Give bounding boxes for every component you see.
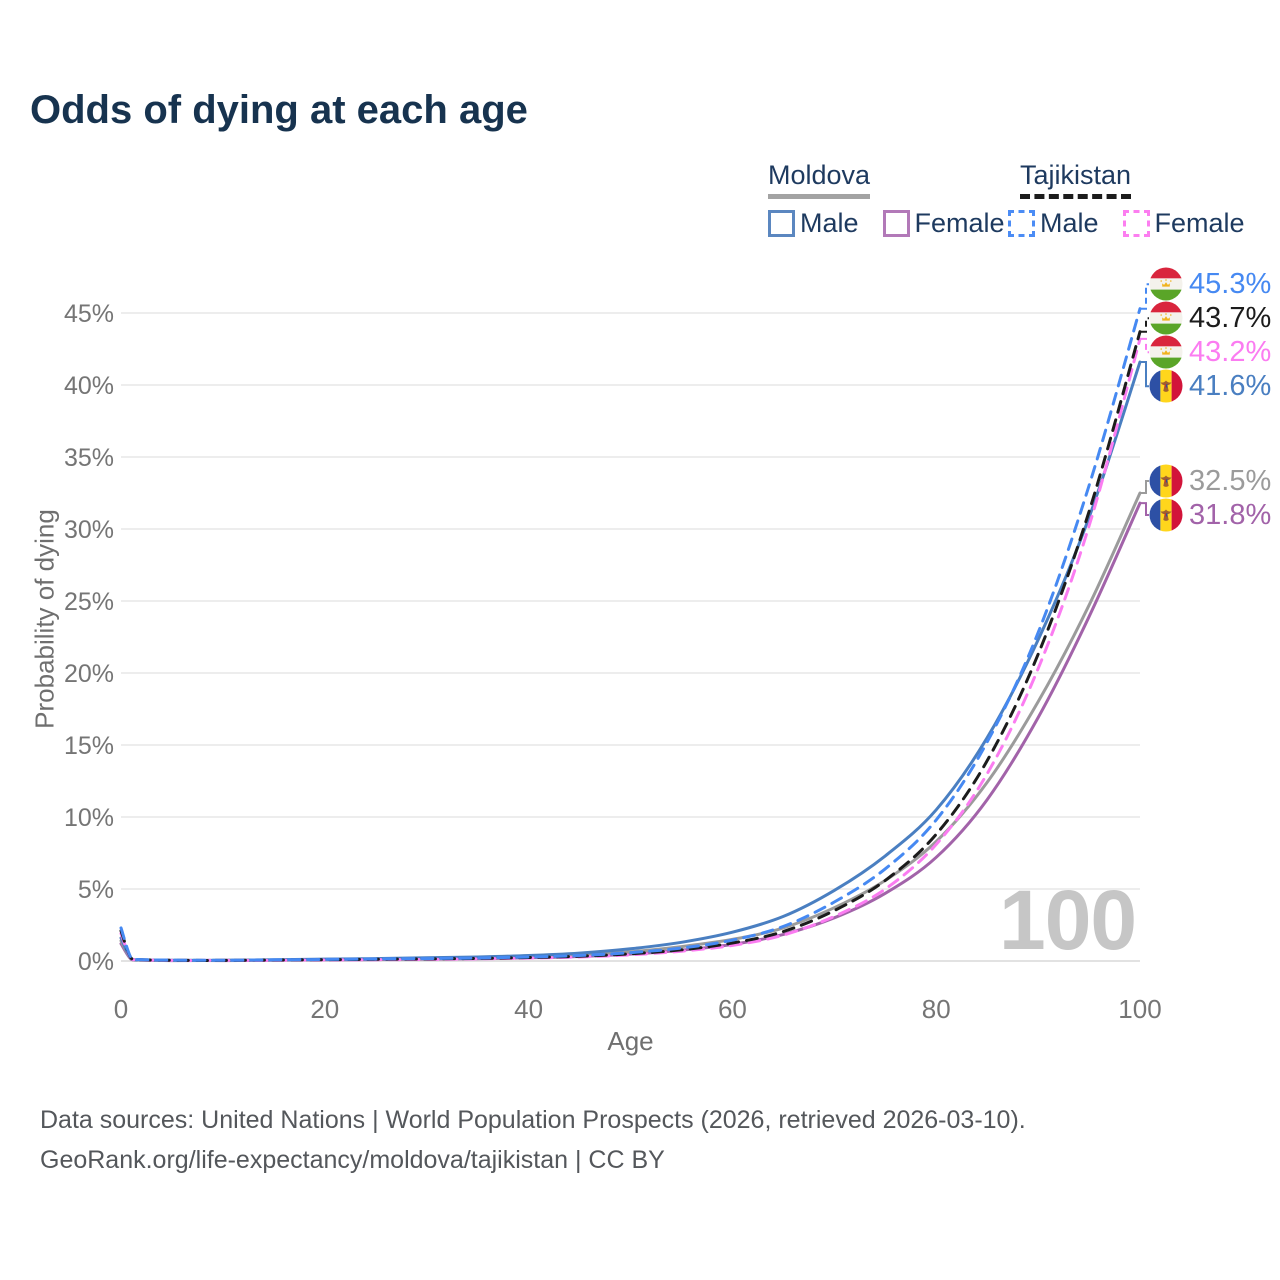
legend-item-label: Male [1040, 208, 1099, 239]
legend-title-tajikistan[interactable]: Tajikistan [1020, 160, 1132, 200]
y-tick-label: 25% [64, 588, 114, 616]
label-leader-line [1141, 283, 1149, 310]
legend-items-tajikistan: Male Female [1008, 208, 1245, 239]
label-leader-line [1141, 337, 1149, 354]
y-tick-label: 30% [64, 516, 114, 544]
end-label-value: 45.3% [1189, 268, 1272, 301]
end-label-tajikistan-both: 43.7% [1149, 301, 1271, 335]
label-leader-line [1141, 361, 1149, 388]
series-line-tajikistan-male[interactable] [119, 307, 1142, 962]
end-label-tajikistan-male: 45.3% [1149, 267, 1271, 301]
end-label-moldova-female: 31.8% [1149, 498, 1271, 532]
y-tick-label: 0% [78, 948, 114, 976]
series-line-moldova-female[interactable] [119, 501, 1142, 963]
x-tick-label: 80 [922, 994, 951, 1024]
flag-tajikistan-icon [1149, 335, 1183, 369]
end-label-tajikistan-female: 43.2% [1149, 335, 1271, 369]
tajikistan-male-swatch-icon [1008, 210, 1035, 238]
series-line-tajikistan-female[interactable] [119, 337, 1142, 962]
x-tick-label: 40 [514, 994, 543, 1024]
y-tick-label: 15% [64, 732, 114, 760]
label-leader-line [1141, 502, 1149, 516]
label-leader-line [1141, 480, 1149, 494]
end-label-value: 43.2% [1189, 336, 1272, 369]
watermark-age-100: 100 [999, 873, 1137, 967]
legend-item-tajikistan-female[interactable]: Female [1122, 208, 1245, 239]
end-label-value: 43.7% [1189, 302, 1272, 335]
flag-moldova-icon [1149, 464, 1183, 498]
end-label-moldova-male: 41.6% [1149, 369, 1271, 403]
end-label-moldova-both: 32.5% [1149, 464, 1271, 498]
flag-tajikistan-icon [1149, 267, 1183, 301]
legend-item-label: Female [1154, 208, 1245, 239]
x-axis-title: Age [607, 1026, 654, 1056]
series-line-tajikistan-both[interactable] [119, 330, 1142, 962]
y-tick-label: 35% [64, 444, 114, 472]
label-leader-line [1141, 317, 1149, 333]
end-label-value: 31.8% [1189, 499, 1272, 531]
y-tick-label: 5% [78, 876, 114, 904]
y-tick-label: 10% [64, 804, 114, 832]
end-label-value: 41.6% [1189, 370, 1272, 403]
x-tick-label: 60 [718, 994, 747, 1024]
legend-item-moldova-male[interactable]: Male [768, 208, 859, 239]
flag-tajikistan-icon [1149, 301, 1183, 335]
legend-title-moldova[interactable]: Moldova [768, 160, 871, 200]
legend-group-moldova: Moldova Male Female [768, 160, 1005, 239]
moldova-female-swatch-icon [882, 210, 910, 238]
x-tick-label: 20 [310, 994, 339, 1024]
legend-item-moldova-female[interactable]: Female [882, 208, 1005, 239]
tajikistan-female-swatch-icon [1122, 210, 1150, 238]
series-line-moldova-both[interactable] [119, 491, 1142, 962]
legend-item-label: Female [914, 208, 1005, 239]
series-line-moldova-male[interactable] [119, 360, 1142, 962]
legend-items-moldova: Male Female [768, 208, 1005, 239]
legend-item-label: Male [800, 208, 859, 239]
moldova-male-swatch-icon [768, 210, 795, 238]
y-tick-label: 40% [64, 372, 114, 400]
y-tick-label: 20% [64, 660, 114, 688]
legend-group-tajikistan: Tajikistan Male Female [1008, 160, 1245, 239]
y-tick-label: 45% [64, 300, 114, 328]
y-axis-title: Probability of dying [29, 509, 60, 729]
x-tick-label: 100 [1118, 994, 1161, 1024]
x-tick-label: 0 [114, 994, 128, 1024]
flag-moldova-icon [1149, 498, 1183, 532]
flag-moldova-icon [1149, 369, 1183, 403]
data-sources-text: Data sources: United Nations | World Pop… [40, 1106, 1026, 1134]
end-label-value: 32.5% [1189, 465, 1272, 497]
attribution-text: GeoRank.org/life-expectancy/moldova/taji… [40, 1146, 665, 1174]
chart-title: Odds of dying at each age [30, 88, 528, 132]
legend-item-tajikistan-male[interactable]: Male [1008, 208, 1099, 239]
